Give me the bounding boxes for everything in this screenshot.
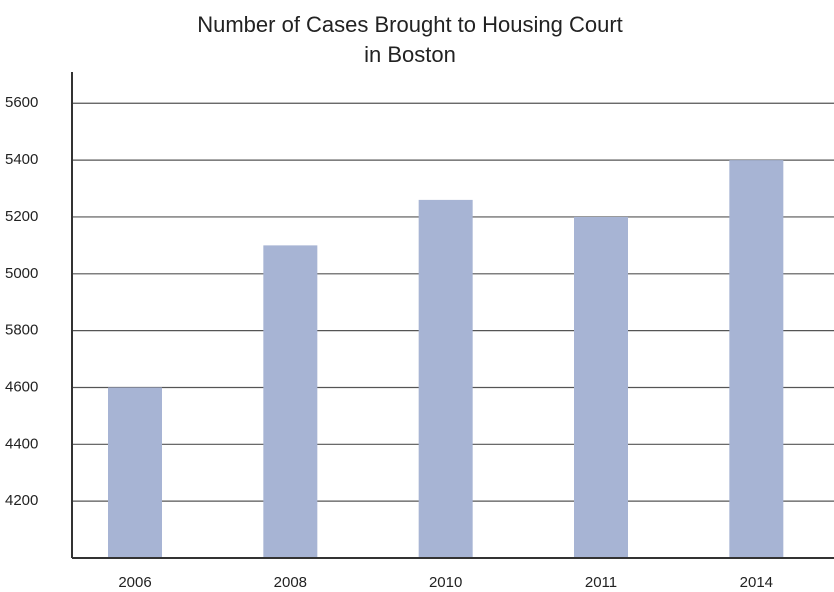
bar <box>263 245 318 559</box>
bar <box>108 387 162 558</box>
y-tick-label: 5400 <box>5 151 38 168</box>
x-tick-label: 2014 <box>740 574 773 591</box>
x-tick-label: 2011 <box>585 574 617 591</box>
chart-title: Number of Cases Brought to Housing Court… <box>197 12 623 67</box>
y-tick-label: 4600 <box>5 378 38 395</box>
y-tick-label: 4200 <box>5 492 38 509</box>
x-tick-label: 2006 <box>118 574 151 591</box>
bar <box>418 199 473 559</box>
y-tick-label: 5200 <box>5 208 38 225</box>
y-tick-label: 5800 <box>5 322 38 339</box>
y-tick-label: 5000 <box>5 265 38 282</box>
bar <box>729 160 784 558</box>
x-tick-label: 2010 <box>429 574 462 591</box>
bar <box>574 216 628 558</box>
y-tick-label: 5600 <box>5 94 38 111</box>
x-tick-label: 2008 <box>274 574 307 591</box>
y-tick-label: 4400 <box>5 435 38 452</box>
